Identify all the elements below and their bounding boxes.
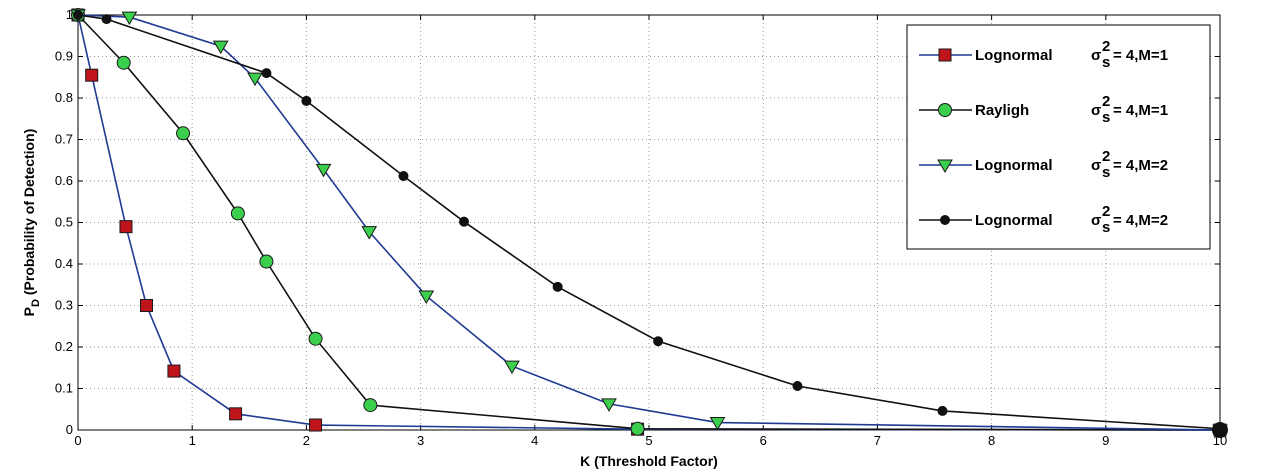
series-1-point [85,68,99,82]
series-3-point [315,163,332,178]
legend-entry-2: Rayligh σ2s = 4,M=1 [919,93,1168,126]
legend-param: = 4,M=2 [1113,157,1168,174]
x-tick-label: 5 [645,433,652,448]
y-tick-label: 0.4 [55,256,73,271]
legend-param: = 4,M=1 [1113,102,1168,119]
legend-label: Lognormal [975,47,1053,64]
y-tick-label: 0.5 [55,215,73,230]
series-3-point [212,40,229,55]
y-axis-label-subscript: D [30,299,42,307]
legend-sigma-symbol: σ [1091,47,1101,64]
series-2-point [308,331,323,346]
y-tick-label: 0.9 [55,49,73,64]
series-3 [70,9,1228,438]
legend-sigma-symbol: σ [1091,212,1101,229]
series-2-point [259,254,274,269]
legend-label: Rayligh [975,102,1029,119]
series-4-point [73,10,83,20]
y-axis-label: PD (Probability of Detection) [21,129,42,317]
series-3-point [121,11,138,26]
x-tick-label: 2 [303,433,310,448]
series-4 [73,10,1225,434]
x-tick-label: 3 [417,433,424,448]
series-4-point [458,216,469,227]
series-3-point [504,360,520,375]
series-3-point [361,226,378,240]
y-tick-label: 0.8 [55,90,73,105]
x-axis-label: K (Threshold Factor) [580,453,718,469]
y-tick-label: 0.7 [55,132,73,147]
legend-subscript: s [1102,54,1110,71]
x-tick-label: 9 [1102,433,1109,448]
series-1-point [140,299,154,312]
series-4-point [398,171,409,182]
legend-entry-3: Lognormal σ2s = 4,M=2 [919,148,1168,181]
y-tick-label: 0.1 [55,381,73,396]
legend-entry-1: Lognormal σ2s = 4,M=1 [919,38,1168,71]
legend-sigma-symbol: σ [1091,157,1101,174]
series-4-point [101,14,112,25]
legend-sigma-symbol: σ [1091,102,1101,119]
legend-superscript: 2 [1102,38,1110,55]
legend-superscript: 2 [1102,93,1110,110]
series-4-point [301,95,312,106]
series-2-point [230,206,245,221]
x-tick-label: 6 [760,433,767,448]
series-1-point [229,407,243,421]
series-3-point [418,290,435,304]
legend-param: = 4,M=2 [1113,212,1168,229]
legend-superscript: 2 [1102,148,1110,165]
legend-label: Lognormal [975,157,1053,174]
y-tick-label: 0 [66,422,73,437]
series-2-point [116,55,131,70]
legend-subscript: s [1102,219,1110,236]
series-4-point [653,336,664,347]
series-2-point [363,398,378,413]
series-1-point [309,418,323,432]
legend-param: = 4,M=1 [1113,47,1168,64]
series-3-point [247,72,263,87]
x-tick-label: 1 [189,433,196,448]
y-tick-label: 0.6 [55,173,73,188]
legend-superscript: 2 [1102,203,1110,220]
x-tick-label: 0 [74,433,81,448]
y-tick-label: 0.2 [55,339,73,354]
x-tick-label: 8 [988,433,995,448]
y-axis-label-main: P [21,307,37,316]
series-3-point [709,417,726,431]
series-layer [70,8,1228,438]
legend-entry-4: Lognormal σ2s = 4,M=2 [919,203,1168,236]
legend-marker [940,215,950,225]
y-axis-label-rest: (Probability of Detection) [21,129,37,299]
series-3-point [601,398,617,412]
legend-marker [937,159,953,173]
legend-marker [938,103,952,117]
legend-label: Lognormal [975,212,1053,229]
legend-marker [938,48,952,62]
series-2-point [630,421,645,436]
series-2-point [176,126,191,141]
series-1-point [119,220,133,234]
series-4-point [261,68,272,79]
legend-subscript: s [1102,164,1110,181]
series-4-point [937,405,948,416]
series-4-point [792,381,803,392]
x-tick-label: 7 [874,433,881,448]
legend-subscript: s [1102,109,1110,126]
end-point-marker [1212,422,1228,438]
series-4-point [552,281,563,292]
series-1-point [167,364,181,378]
y-tick-label: 1 [66,7,73,22]
y-tick-label: 0.3 [55,298,73,313]
x-tick-label: 4 [531,433,538,448]
legend-box [906,24,1211,250]
